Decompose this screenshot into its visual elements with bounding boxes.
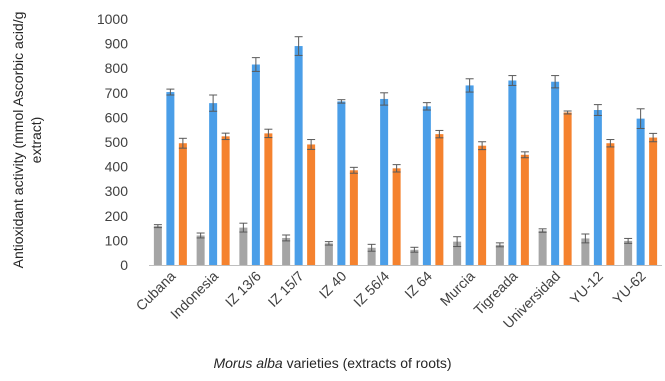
bar	[239, 227, 248, 265]
bar	[495, 244, 504, 265]
bar	[465, 85, 474, 265]
y-axis-label-line2: extract)	[28, 117, 44, 164]
x-tick-label: IZ 56/4	[350, 268, 392, 310]
bar	[606, 143, 615, 265]
bar	[251, 64, 260, 265]
bar	[166, 92, 175, 265]
bar	[392, 168, 401, 265]
y-tick-label: 800	[105, 60, 129, 76]
bar	[520, 154, 529, 265]
bar	[563, 112, 572, 265]
bar	[551, 81, 560, 265]
bar	[282, 237, 291, 265]
x-tick-label: YU-62	[609, 268, 649, 308]
bar	[422, 106, 431, 265]
y-tick-label: 900	[105, 36, 129, 52]
x-tick-label: IZ 15/7	[265, 268, 307, 310]
bar	[538, 230, 547, 265]
bar	[209, 103, 218, 265]
bar	[349, 170, 358, 265]
y-axis-label-line1: Antioxidant activity (mmol Ascorbic acid…	[10, 12, 26, 269]
x-tick-label: IZ 64	[401, 268, 435, 302]
bar	[435, 134, 444, 265]
y-tick-label: 400	[105, 159, 129, 175]
bar	[307, 144, 316, 265]
x-axis-label-rest: varieties (extracts of roots)	[282, 355, 452, 371]
bar	[453, 241, 462, 265]
bar	[178, 143, 187, 265]
y-tick-label: 1000	[97, 11, 128, 27]
bar	[337, 101, 346, 265]
bar	[196, 235, 205, 265]
bar	[649, 137, 658, 265]
bar	[324, 243, 333, 265]
x-axis-label: Morus alba varieties (extracts of roots)	[0, 355, 665, 371]
x-tick-label: IZ 13/6	[222, 268, 264, 310]
y-tick-label: 700	[105, 85, 129, 101]
y-tick-label: 0	[120, 257, 128, 273]
y-tick-label: 200	[105, 208, 129, 224]
bar	[264, 133, 273, 265]
bar	[380, 98, 389, 265]
x-tick-label: YU-12	[567, 268, 607, 308]
bar	[581, 238, 590, 265]
bar	[508, 80, 517, 265]
y-tick-label: 100	[105, 232, 129, 248]
bar	[636, 118, 645, 265]
bar	[367, 247, 376, 265]
y-tick-label: 500	[105, 134, 129, 150]
bar	[478, 145, 487, 265]
bar	[410, 249, 419, 265]
bar	[153, 226, 162, 265]
bar	[294, 46, 303, 266]
x-tick-label: Murcia	[437, 268, 478, 309]
y-tick-label: 600	[105, 109, 129, 125]
bar	[221, 136, 230, 265]
bar	[624, 240, 633, 265]
x-tick-label: IZ 40	[316, 268, 350, 302]
x-axis-label-italic: Morus alba	[213, 355, 283, 371]
bar	[593, 110, 602, 266]
y-tick-label: 300	[105, 183, 129, 199]
